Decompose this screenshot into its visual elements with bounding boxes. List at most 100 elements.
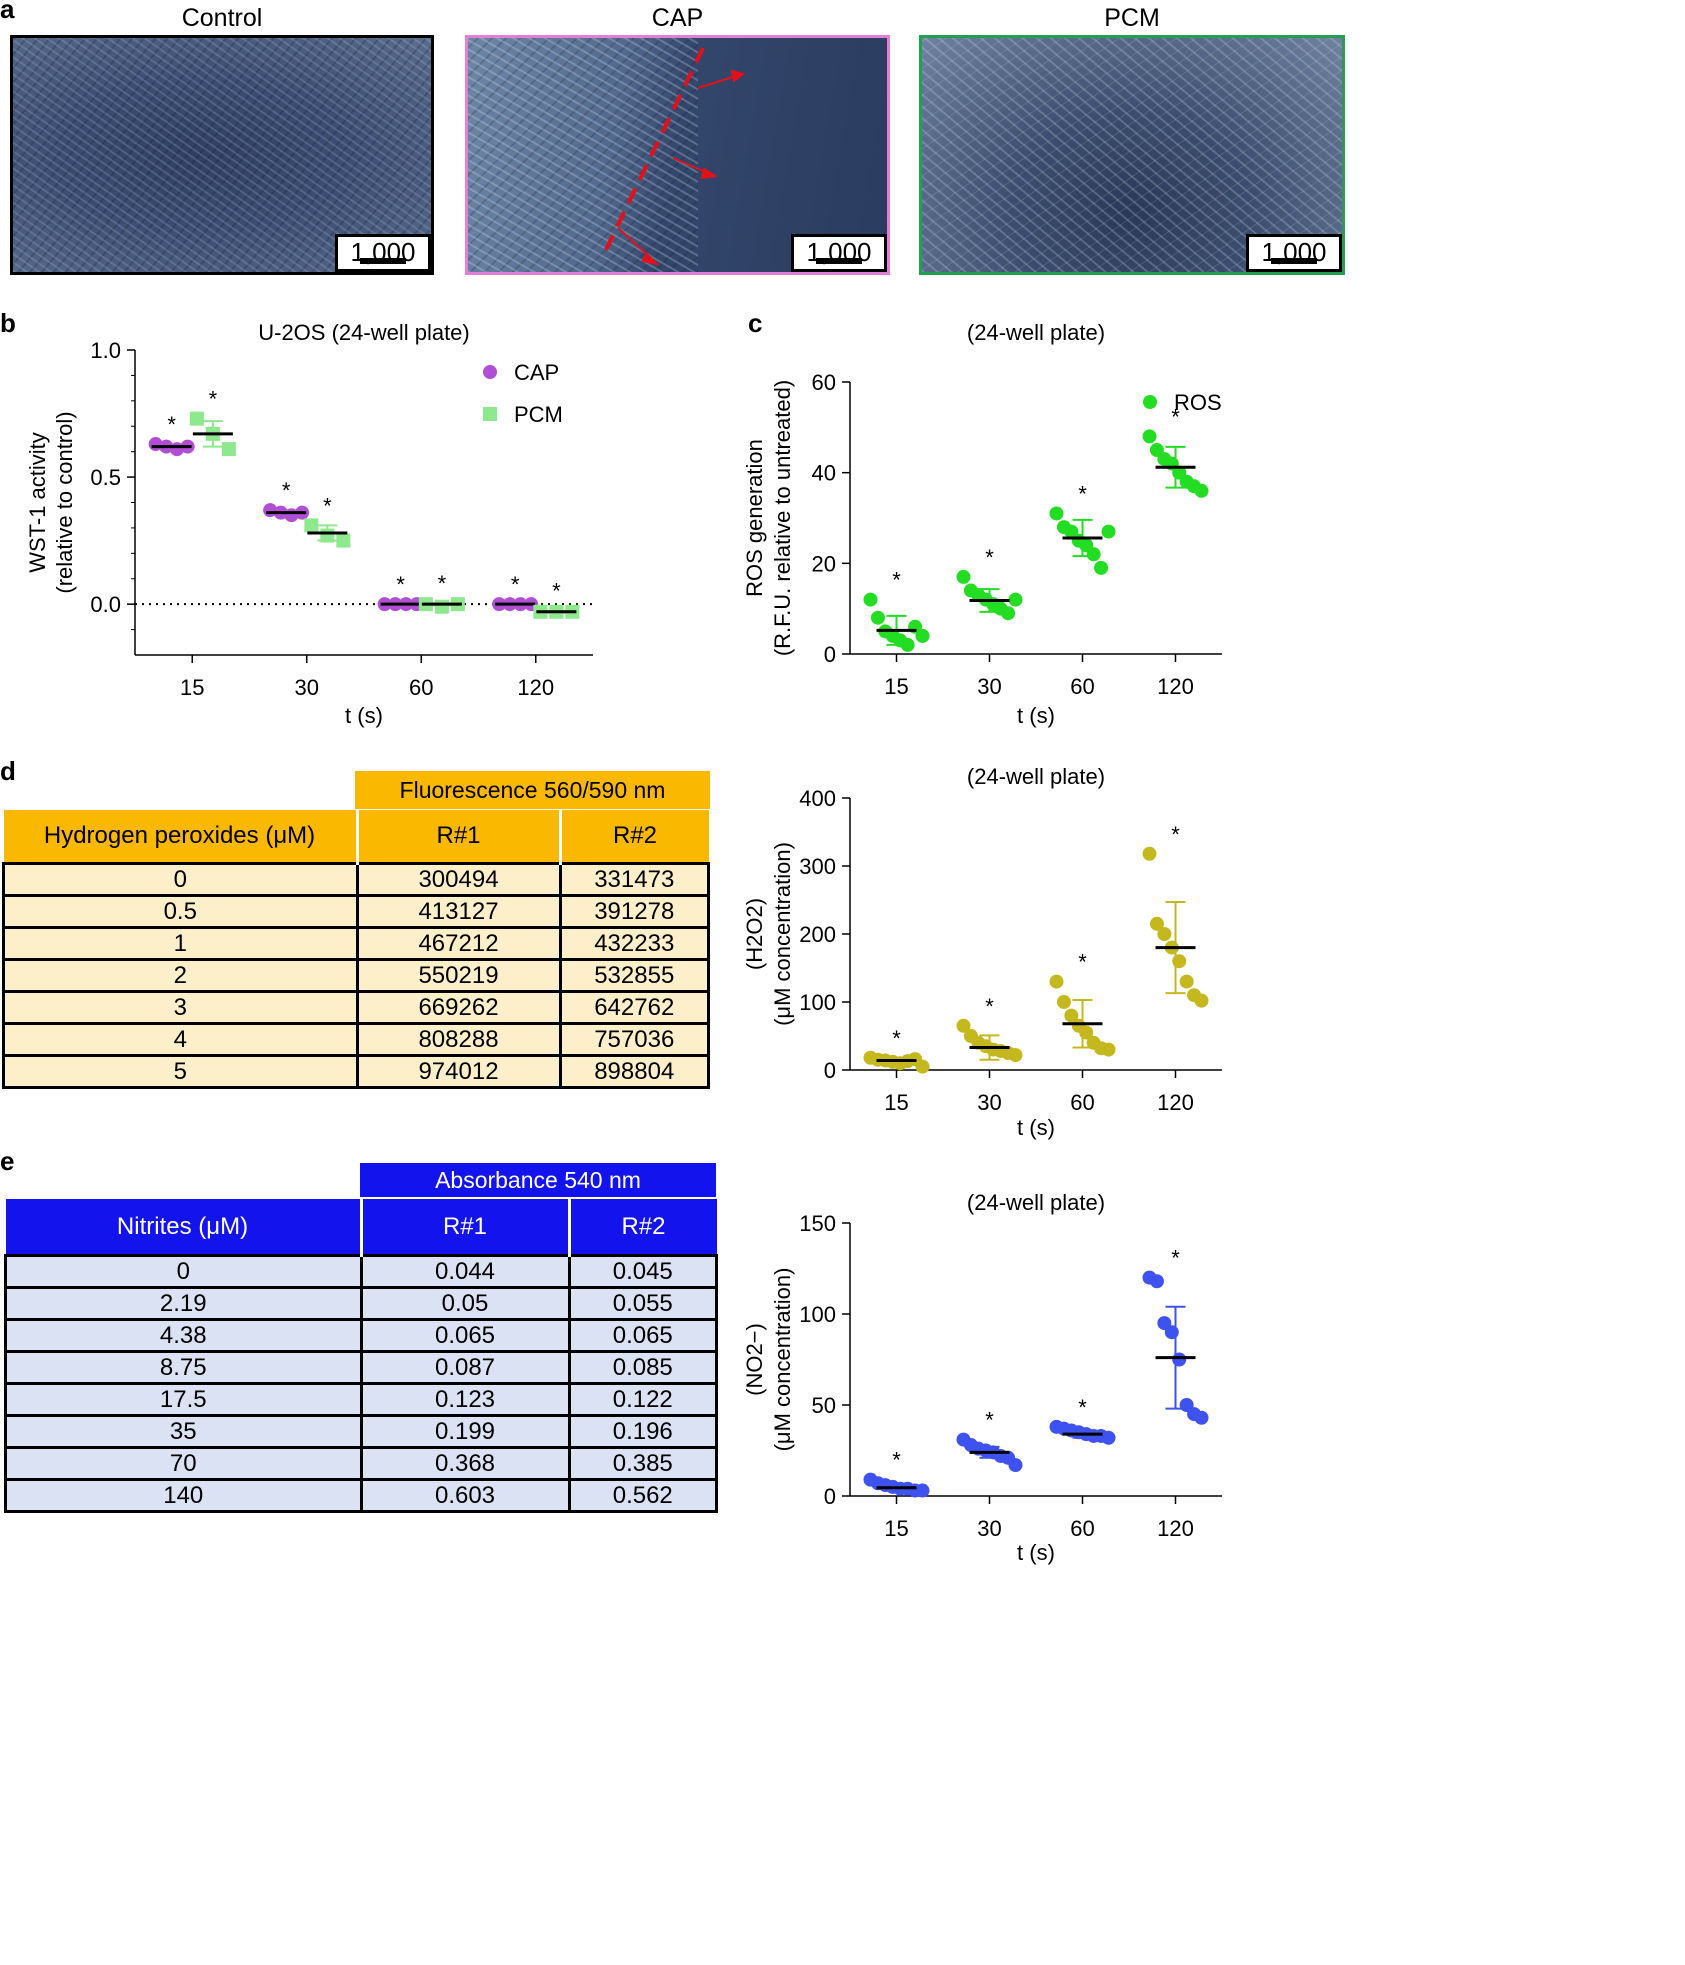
table-e-cell: 0.199 [359,1414,571,1449]
y-tick-label: 200 [799,922,836,947]
data-point [1008,1458,1023,1473]
y-axis-label: ROS generation [742,439,767,597]
significance-star: * [1171,1246,1180,1271]
chart-title: (24-well plate) [967,320,1105,345]
data-point [304,518,319,533]
data-point [1179,974,1194,989]
legend-label: CAP [514,360,559,385]
data-point [915,628,930,643]
table-d-cell: 3 [2,990,359,1025]
table-d-cell: 974012 [355,1054,562,1089]
table-d-cell: 757036 [558,1022,710,1057]
data-point [1149,1274,1164,1289]
table-d-row: 0 300494 331473 [2,862,710,897]
x-tick-label: 60 [1070,1090,1094,1115]
table-e-cell: 0.122 [567,1382,718,1417]
panel-d-letter: d [0,756,16,786]
table-d-cell: 300494 [355,862,562,897]
panel-c-letter: c [748,308,763,338]
table-d-cell: 642762 [558,990,710,1025]
table-e-row-header: Nitrites (μM) [5,1199,363,1256]
table-d-cell: 432233 [558,926,710,961]
table-d-cell: 550219 [355,958,562,993]
significance-star: * [1078,481,1087,506]
table-e-cell: 8.75 [4,1350,363,1385]
table-d-cell: 1 [2,926,359,961]
table-e-cell: 4.38 [4,1318,363,1353]
y-tick-label: 300 [799,854,836,879]
significance-star: * [985,994,994,1019]
data-point [1142,846,1157,861]
legend-marker [483,407,497,421]
table-d-row: 3 669262 642762 [2,990,710,1025]
table-e-row: 4.38 0.065 0.065 [4,1318,718,1353]
table-d-row: 5 974012 898804 [2,1054,710,1089]
significance-star: * [892,1448,901,1473]
table-d-cell: 2 [2,958,359,993]
table-e-cell: 0.085 [567,1350,718,1385]
table-e-group-header: Absorbance 540 nm [360,1163,716,1197]
scale-bar-pcm: 1,000 μM [1246,234,1342,272]
table-e-cell: 35 [4,1414,363,1449]
y-tick-label: 60 [812,370,836,395]
y-tick-label: 150 [799,1211,836,1236]
data-point [1079,1025,1094,1040]
table-d-cell: 413127 [355,894,562,929]
significance-star: * [396,572,405,597]
x-tick-label: 120 [1157,674,1194,699]
x-tick-label: 30 [977,1090,1001,1115]
y-tick-label: 0 [824,642,836,667]
y-tick-label: 20 [812,551,836,576]
y-tick-label: 0 [824,1484,836,1509]
x-axis-label: t (s) [1017,1540,1055,1565]
data-point [1164,1325,1179,1340]
significance-star: * [985,545,994,570]
y-tick-label: 100 [799,990,836,1015]
data-point [863,592,878,607]
chart-d: (24-well plate) 400 300 200 100 0 15 30 60 120 t (… [742,764,1222,1140]
table-d-cell: 467212 [355,926,562,961]
data-point [956,569,971,584]
table-e-cell: 0.065 [567,1318,718,1353]
y-axis-label-2: (R.F.U. relative to untreated) [770,380,795,656]
panel-e-letter: e [0,1146,15,1176]
table-e-cell: 70 [4,1446,363,1481]
legend-label: PCM [514,402,563,427]
data-point [915,1059,930,1074]
table-d-cell: 331473 [558,862,710,897]
micrograph-control: 1,000 μM [10,35,434,275]
significance-star: * [511,572,520,597]
x-tick-label: 60 [1070,674,1094,699]
table-e-cell: 17.5 [4,1382,363,1417]
data-point [221,442,236,457]
table-e-row: 17.5 0.123 0.122 [4,1382,718,1417]
x-tick-label: 30 [977,674,1001,699]
image-title-cap: CAP [651,4,704,32]
table-e-cell: 0.385 [567,1446,718,1481]
table-e-cell: 140 [4,1478,363,1513]
table-d-row: 2 550219 532855 [2,958,710,993]
table-e-cell: 0.055 [567,1286,718,1321]
table-e-row: 8.75 0.087 0.085 [4,1350,718,1385]
table-d-row: 4 808288 757036 [2,1022,710,1057]
data-point [1049,974,1064,989]
x-tick-label: 30 [295,675,319,700]
table-e-cell: 0.087 [359,1350,571,1385]
table-d-cell: 532855 [558,958,710,993]
table-e-cell: 0.05 [359,1286,571,1321]
table-e-cell: 0.562 [567,1478,718,1513]
data-point [1194,483,1209,498]
panel-a-letter: a [0,0,15,24]
data-point [320,528,335,543]
chart-c: (24-well plate) 60 40 20 0 15 30 60 120 t (s) ROS … [742,320,1222,728]
data-point [1094,560,1109,575]
table-e-cell: 0.065 [359,1318,571,1353]
data-point [1172,1352,1187,1367]
data-point [1172,954,1187,969]
table-d-body: 0 300494 331473 0.5 413127 391278 1 467212 43223… [2,862,710,1089]
significance-star: * [167,412,176,437]
table-e-body: 0 0.044 0.045 2.19 0.05 0.055 4.38 0.065 0.065 8.… [4,1254,718,1513]
table-e-cell: 0.368 [359,1446,571,1481]
panel-b-letter: b [0,308,16,338]
x-axis-label: t (s) [345,703,383,728]
